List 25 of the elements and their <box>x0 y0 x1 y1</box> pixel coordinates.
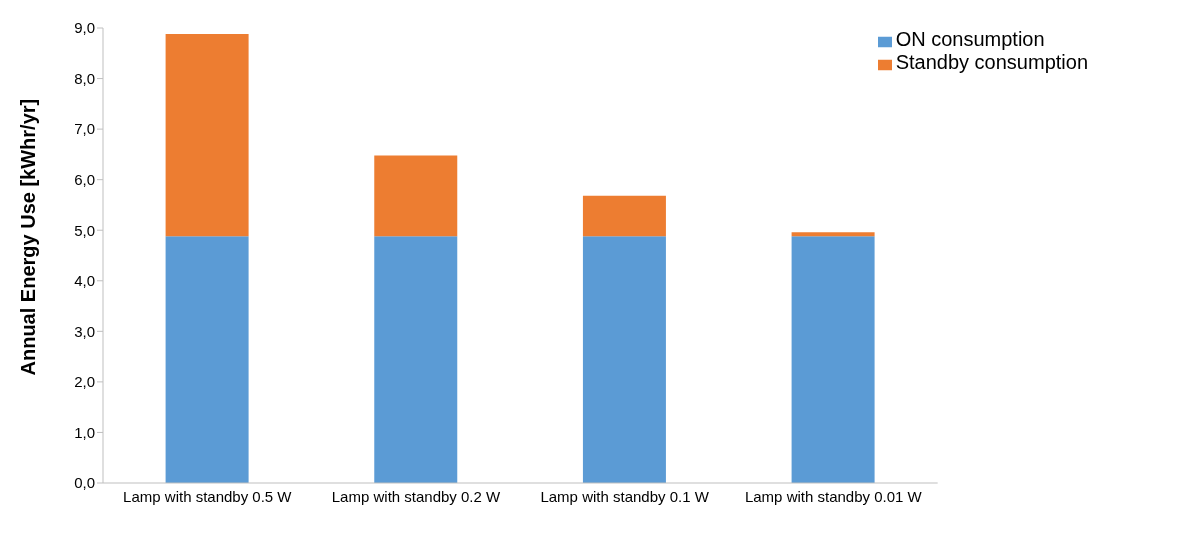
bar <box>582 236 666 483</box>
bar <box>374 236 458 483</box>
bar <box>374 155 458 237</box>
y-tick-label: 7,0 <box>74 120 95 138</box>
bar <box>165 34 249 237</box>
y-tick-label: 1,0 <box>74 423 95 441</box>
y-tick-label: 4,0 <box>74 272 95 290</box>
x-tick-label: Lamp with standby 0.2 W <box>331 487 502 505</box>
y-tick-label: 6,0 <box>74 170 95 188</box>
legend-label: Standby consumption <box>895 51 1088 73</box>
x-tick-label: Lamp with standby 0.01 W <box>744 487 923 505</box>
bar <box>582 195 666 237</box>
y-tick-label: 9,0 <box>74 19 95 37</box>
x-tick-label: Lamp with standby 0.1 W <box>540 487 710 505</box>
y-tick-label: 5,0 <box>74 221 95 239</box>
bar <box>791 232 875 237</box>
y-tick-label: 0,0 <box>74 474 95 492</box>
y-tick-label: 3,0 <box>74 322 95 340</box>
y-tick-label: 8,0 <box>74 69 95 87</box>
bar <box>791 236 875 483</box>
legend-label: ON consumption <box>895 28 1045 50</box>
y-tick-label: 2,0 <box>74 373 95 391</box>
y-axis-title: Annual Energy Use [kWhr/yr] <box>17 98 40 376</box>
bar <box>165 236 249 483</box>
x-tick-label: Lamp with standby 0.5 W <box>123 487 293 505</box>
